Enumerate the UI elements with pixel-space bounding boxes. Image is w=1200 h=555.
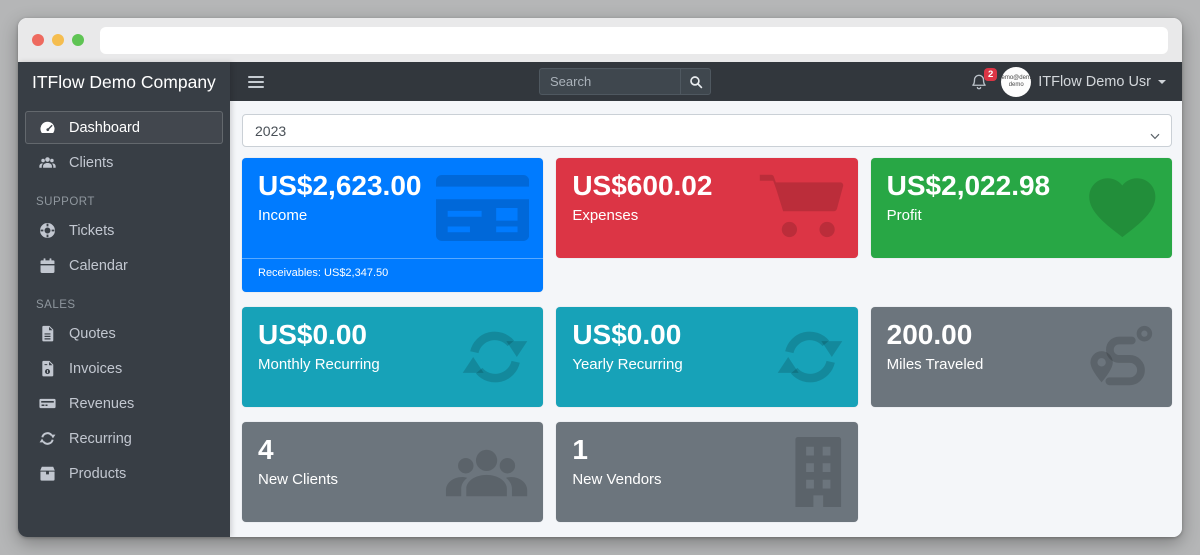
users-icon: [38, 153, 57, 172]
building-icon: [793, 435, 844, 509]
menu-toggle-button[interactable]: [246, 72, 266, 92]
company-brand: ITFlow Demo Company: [32, 72, 216, 92]
sidebar-item-invoices[interactable]: Invoices: [25, 352, 223, 385]
monthly-recurring-label: Monthly Recurring: [258, 356, 380, 373]
life-ring-icon: [38, 221, 57, 240]
sidebar-item-tickets[interactable]: Tickets: [25, 214, 223, 247]
card-expenses: US$600.02 Expenses: [556, 158, 858, 258]
sync-icon: [776, 320, 844, 394]
minimize-window-button[interactable]: [52, 34, 64, 46]
maximize-window-button[interactable]: [72, 34, 84, 46]
sidebar-item-dashboard[interactable]: Dashboard: [25, 111, 223, 144]
sidebar-item-label: Quotes: [69, 325, 116, 342]
search-button[interactable]: [680, 68, 711, 95]
expenses-value: US$600.02: [572, 170, 713, 201]
url-bar[interactable]: [100, 26, 1168, 54]
income-label: Income: [258, 207, 308, 224]
sidebar: ITFlow Demo Company Dashboard Clients SU…: [18, 62, 230, 537]
window-controls: [32, 34, 84, 46]
notifications-button[interactable]: 2: [970, 67, 998, 91]
sidebar-item-label: Calendar: [69, 257, 128, 274]
search-input[interactable]: [539, 68, 680, 95]
card-monthly-recurring: US$0.00 Monthly Recurring: [242, 307, 544, 407]
browser-window: ITFlow Demo Company Dashboard Clients SU…: [18, 18, 1182, 537]
yearly-recurring-value: US$0.00: [572, 319, 682, 350]
notification-count-badge: 2: [984, 67, 998, 81]
user-name: ITFlow Demo Usr: [1038, 73, 1151, 90]
new-vendors-label: New Vendors: [572, 471, 662, 488]
file-lines-icon: [38, 324, 57, 343]
sidebar-item-label: Products: [69, 465, 127, 482]
year-select[interactable]: 2023: [242, 114, 1172, 147]
credit-card-icon: [436, 171, 530, 245]
card-yearly-recurring: US$0.00 Yearly Recurring: [556, 307, 858, 407]
monthly-recurring-value: US$0.00: [258, 319, 367, 350]
miles-value: 200.00: [886, 319, 973, 350]
file-invoice-dollar-icon: [38, 359, 57, 378]
profit-label: Profit: [886, 207, 922, 224]
bell-icon: [970, 73, 988, 91]
calendar-icon: [38, 256, 57, 275]
sidebar-item-products[interactable]: Products: [25, 457, 223, 490]
card-income: US$2,623.00 Income Receivables: US$2,347…: [242, 158, 544, 292]
sidebar-item-label: Recurring: [69, 430, 132, 447]
card-miles-traveled: 200.00 Miles Traveled: [870, 307, 1172, 407]
search-icon: [689, 75, 703, 89]
stats-cards-grid: US$2,623.00 Income Receivables: US$2,347…: [242, 158, 1172, 522]
miles-label: Miles Traveled: [886, 356, 984, 373]
close-window-button[interactable]: [32, 34, 44, 46]
avatar-text: demo@demo: [1001, 74, 1031, 81]
new-clients-value: 4: [258, 434, 274, 465]
sidebar-item-label: Tickets: [69, 222, 115, 239]
dashboard-content: 2023 US$2,623.00 Income: [230, 101, 1182, 537]
search-group: [539, 68, 711, 95]
card-new-vendors: 1 New Vendors: [556, 422, 858, 522]
income-value: US$2,623.00: [258, 170, 422, 201]
route-icon: [1088, 320, 1158, 394]
users-group-icon: [444, 435, 529, 509]
new-vendors-value: 1: [572, 434, 588, 465]
sidebar-nav: Dashboard Clients SUPPORT Tickets: [18, 101, 230, 492]
navbar-right: 2 demo@demo demo ITFlow Demo Usr: [970, 66, 1166, 97]
sidebar-item-quotes[interactable]: Quotes: [25, 317, 223, 350]
yearly-recurring-label: Yearly Recurring: [572, 356, 683, 373]
new-clients-label: New Clients: [258, 471, 339, 488]
year-filter-wrap: 2023: [242, 114, 1172, 147]
sidebar-item-calendar[interactable]: Calendar: [25, 249, 223, 282]
sidebar-item-clients[interactable]: Clients: [25, 146, 223, 179]
main-column: 2 demo@demo demo ITFlow Demo Usr: [230, 62, 1182, 537]
card-profit: US$2,022.98 Profit: [870, 158, 1172, 258]
avatar-text: demo: [1008, 81, 1024, 88]
box-icon: [38, 464, 57, 483]
app-frame: ITFlow Demo Company Dashboard Clients SU…: [18, 62, 1182, 537]
sidebar-item-label: Dashboard: [69, 119, 140, 136]
card-new-clients: 4 New Clients: [242, 422, 544, 522]
user-menu[interactable]: demo@demo demo ITFlow Demo Usr: [1001, 66, 1166, 97]
sidebar-item-label: Invoices: [69, 360, 123, 377]
profit-value: US$2,022.98: [886, 170, 1051, 201]
heart-icon: [1087, 171, 1158, 245]
tachometer-icon: [38, 118, 57, 137]
sidebar-item-revenues[interactable]: Revenues: [25, 387, 223, 420]
expenses-label: Expenses: [572, 207, 639, 224]
sidebar-item-label: Clients: [69, 154, 114, 171]
money-check-icon: [38, 394, 57, 413]
shopping-cart-icon: [758, 171, 844, 245]
avatar: demo@demo demo: [1001, 66, 1032, 97]
sync-icon: [461, 320, 529, 394]
sync-icon: [38, 429, 57, 448]
top-navbar: 2 demo@demo demo ITFlow Demo Usr: [230, 62, 1182, 101]
sidebar-heading-support: SUPPORT: [36, 196, 95, 208]
caret-down-icon: [1158, 79, 1166, 84]
income-receivables: Receivables: US$2,347.50: [242, 258, 544, 292]
sidebar-item-recurring[interactable]: Recurring: [25, 422, 223, 455]
sidebar-heading-sales: SALES: [36, 299, 76, 311]
sidebar-item-label: Revenues: [69, 395, 135, 412]
browser-chrome: [18, 18, 1182, 62]
